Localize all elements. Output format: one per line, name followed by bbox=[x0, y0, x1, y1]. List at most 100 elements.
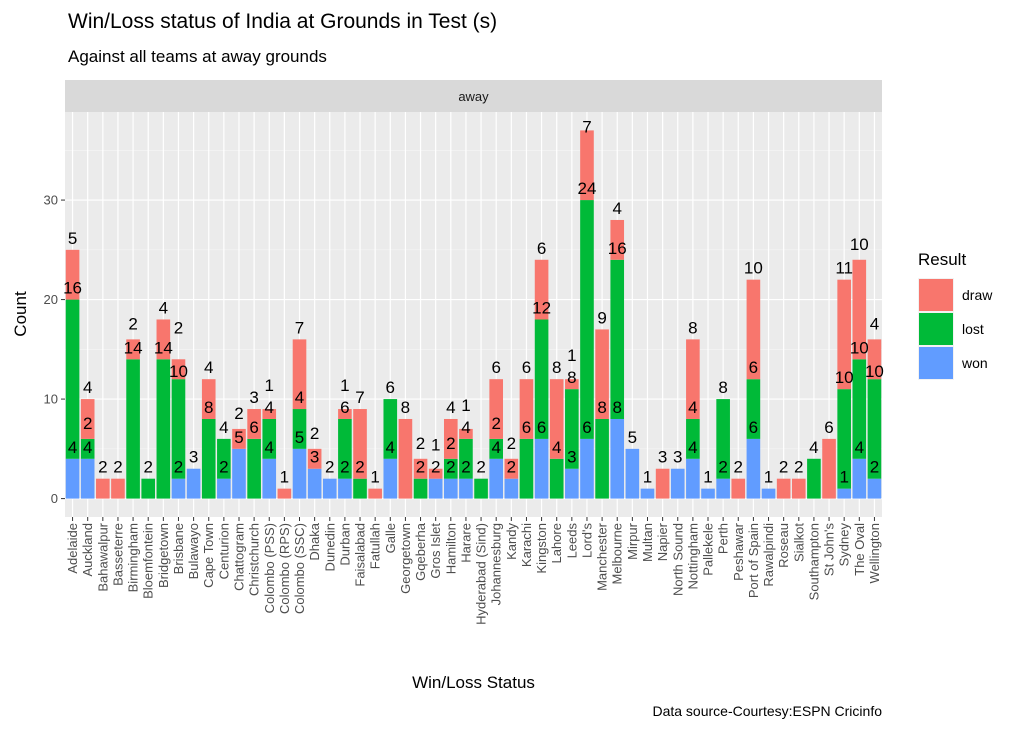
data-label: 1 bbox=[370, 468, 379, 487]
bar-lost bbox=[595, 418, 609, 499]
caption: Data source-Courtesy:ESPN Cricinfo bbox=[652, 703, 882, 719]
data-label: 10 bbox=[865, 362, 884, 381]
bar-lost bbox=[867, 379, 882, 479]
data-label: 1 bbox=[567, 346, 576, 365]
bar-draw bbox=[96, 478, 110, 499]
data-label: 8 bbox=[688, 318, 697, 337]
x-tick-label: Georgetown bbox=[398, 523, 413, 594]
bar-won bbox=[640, 488, 655, 499]
data-label: 2 bbox=[794, 458, 803, 477]
data-label: 6 bbox=[537, 418, 546, 437]
bar-draw bbox=[398, 418, 413, 499]
legend-label-draw: draw bbox=[962, 287, 993, 303]
data-label: 2 bbox=[461, 458, 470, 477]
bar-won bbox=[338, 478, 352, 499]
legend-swatch-draw bbox=[919, 279, 953, 311]
data-label: 1 bbox=[703, 468, 712, 487]
y-tick-label: 20 bbox=[44, 292, 58, 307]
x-tick-label: Birmingham bbox=[126, 523, 141, 592]
bar-draw bbox=[791, 478, 806, 499]
data-label: 11 bbox=[835, 259, 853, 278]
data-label: 12 bbox=[532, 298, 551, 317]
legend-swatch-won bbox=[919, 347, 953, 379]
bar-lost bbox=[262, 418, 277, 459]
x-tick-label: Basseterre bbox=[110, 523, 125, 586]
data-label: 2 bbox=[234, 404, 243, 423]
data-label: 2 bbox=[446, 434, 455, 453]
data-label: 4 bbox=[159, 298, 168, 317]
data-label: 4 bbox=[265, 438, 274, 457]
bar-won bbox=[580, 438, 594, 499]
data-label: 4 bbox=[204, 358, 213, 377]
bar-lost bbox=[383, 399, 398, 459]
bar-won bbox=[534, 438, 549, 499]
bar-draw bbox=[368, 488, 382, 499]
bar-lost bbox=[746, 379, 761, 439]
bar-draw bbox=[776, 478, 791, 499]
bar-lost bbox=[459, 438, 473, 479]
data-label: 10 bbox=[835, 368, 854, 387]
data-label: 6 bbox=[582, 418, 591, 437]
data-label: 4 bbox=[461, 418, 470, 437]
bar-won bbox=[867, 478, 882, 499]
bar-lost bbox=[338, 418, 352, 479]
y-tick-label: 30 bbox=[44, 193, 58, 208]
data-label: 5 bbox=[234, 428, 243, 447]
data-label: 6 bbox=[537, 239, 546, 258]
data-label: 6 bbox=[340, 398, 349, 417]
x-tick-label: Colombo (RPS) bbox=[277, 523, 292, 614]
x-tick-label: Pallekele bbox=[701, 523, 716, 576]
x-tick-label: Southampton bbox=[806, 523, 821, 600]
bar-won bbox=[716, 478, 730, 499]
bar-draw bbox=[111, 478, 125, 499]
x-tick-label: Wellington bbox=[867, 523, 882, 583]
x-tick-label: Galle bbox=[383, 523, 398, 553]
bar-won bbox=[686, 458, 700, 499]
bar-lost bbox=[837, 389, 851, 489]
x-tick-label: North Sound bbox=[670, 523, 685, 596]
bar-lost bbox=[247, 438, 261, 499]
legend-label-won: won bbox=[961, 355, 988, 371]
y-axis: 0 10 20 30 bbox=[44, 193, 65, 506]
data-label: 10 bbox=[744, 259, 763, 278]
data-label: 2 bbox=[734, 458, 743, 477]
bar-draw bbox=[262, 409, 277, 419]
bar-lost bbox=[686, 418, 700, 459]
bar-draw bbox=[595, 329, 609, 419]
bar-draw bbox=[837, 279, 851, 390]
bar-draw bbox=[126, 339, 140, 360]
data-label: 2 bbox=[779, 458, 788, 477]
bar-draw bbox=[489, 379, 504, 439]
data-label: 6 bbox=[749, 418, 758, 437]
data-label: 8 bbox=[552, 358, 561, 377]
bar-won bbox=[443, 478, 458, 499]
bar-won bbox=[746, 438, 761, 499]
x-tick-label: Dunedin bbox=[322, 523, 337, 571]
x-tick-label: Dhaka bbox=[307, 522, 322, 560]
data-label: 2 bbox=[416, 434, 425, 453]
data-label: 8 bbox=[597, 398, 606, 417]
data-label: 1 bbox=[643, 468, 652, 487]
x-tick-label: Sydney bbox=[837, 523, 852, 567]
bar-won bbox=[459, 478, 473, 499]
plot-panel bbox=[65, 112, 882, 517]
data-label: 2 bbox=[143, 458, 152, 477]
x-tick-label: Gros Islet bbox=[428, 523, 443, 579]
data-label: 6 bbox=[522, 358, 531, 377]
bar-won bbox=[670, 468, 685, 499]
x-tick-label: Colombo (SSC) bbox=[292, 523, 307, 614]
data-label: 14 bbox=[124, 338, 143, 357]
chart-title: Win/Loss status of India at Grounds in T… bbox=[68, 10, 497, 33]
bar-draw bbox=[549, 379, 564, 459]
bar-draw bbox=[534, 259, 549, 320]
bar-lost bbox=[716, 399, 730, 479]
x-axis-title: Win/Loss Status bbox=[412, 673, 535, 692]
bar-won bbox=[217, 478, 231, 499]
bar-draw bbox=[519, 379, 534, 439]
x-tick-label: Lord's bbox=[579, 523, 594, 559]
bar-lost bbox=[610, 259, 625, 419]
bar-draw bbox=[443, 418, 458, 459]
data-label: 6 bbox=[522, 418, 531, 437]
data-label: 2 bbox=[325, 458, 334, 477]
